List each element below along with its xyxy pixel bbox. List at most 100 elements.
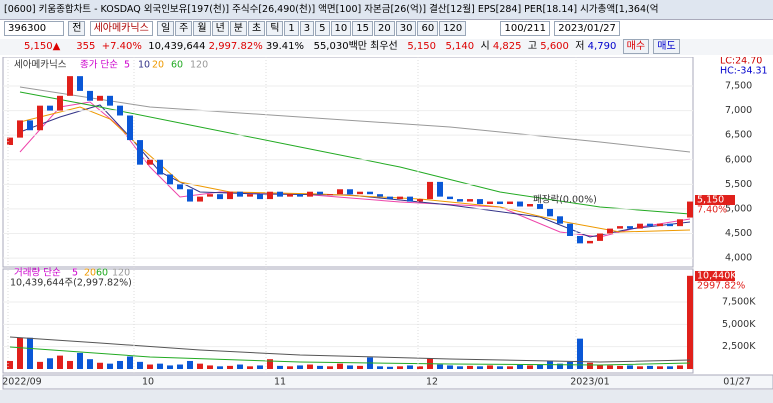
candle (537, 204, 543, 209)
prev[interactable]: 전 (68, 21, 86, 36)
candle (627, 226, 633, 229)
candle (547, 208, 553, 217)
minute-button[interactable]: 10 (330, 21, 352, 36)
y-tick-label: 7,000 (725, 105, 752, 116)
candle (667, 223, 673, 227)
minute-button[interactable]: 30 (395, 21, 417, 36)
scroll-bar (0, 390, 773, 403)
high: 5,600 (540, 41, 569, 52)
volume-bar (467, 365, 473, 369)
period-button[interactable]: 초 (247, 21, 266, 36)
volume-bar (437, 364, 443, 369)
minute-button[interactable]: 3 (299, 21, 315, 36)
y-tick-label: 4,000 (725, 253, 752, 264)
y-tick-label: 5,500 (725, 179, 752, 190)
volume-bar (637, 366, 643, 369)
period-button[interactable]: 월 (193, 21, 211, 36)
low-label: 저 (575, 41, 585, 52)
candle (457, 199, 463, 202)
volume-bar (37, 361, 43, 369)
candle (27, 120, 33, 131)
candle (107, 95, 113, 106)
volume-bar (667, 366, 673, 369)
volume-bar (167, 365, 173, 369)
candle (147, 159, 153, 165)
panel-name: 세아메카닉스 (14, 60, 67, 71)
ma-period: 5 (72, 268, 78, 279)
date-label: 2022/09 (2, 377, 41, 388)
period-button[interactable]: 일 (156, 21, 175, 36)
candle (177, 184, 183, 190)
candle (207, 194, 213, 197)
best-label: 최우선 (370, 41, 398, 52)
candle (407, 196, 413, 202)
candle (417, 199, 423, 202)
volume-bar (27, 337, 33, 369)
period-button[interactable]: 분 (229, 21, 247, 36)
volume-bar (67, 360, 73, 369)
candle (37, 105, 43, 131)
minute-button[interactable]: 1 (284, 21, 299, 36)
candle (637, 223, 643, 229)
volume-bar (317, 365, 323, 369)
minute-button[interactable]: 15 (352, 21, 373, 36)
volume-bar (677, 365, 683, 369)
volume-bar (687, 275, 693, 369)
volume-bar (197, 363, 203, 369)
moving-averages (19, 86, 691, 238)
volume-bar (277, 365, 283, 369)
volume-bar (247, 366, 253, 369)
volume-bar (87, 359, 93, 369)
volume-label: 거래량 단순 (14, 267, 61, 279)
volume-bar (387, 366, 393, 369)
buy-button[interactable]: 매수 (622, 39, 650, 54)
candle (567, 223, 573, 236)
title: [0600] 키움종합차트 - KOSDAQ 외국인보유[197(천)] 주식수… (4, 4, 659, 15)
candle (427, 181, 433, 200)
date[interactable]: 2023/01/27 (554, 21, 620, 36)
candle (437, 181, 443, 197)
sell-button[interactable]: 매도 (653, 39, 680, 54)
candle (517, 201, 523, 207)
candle (237, 191, 243, 197)
period-button[interactable]: 주 (175, 21, 193, 36)
volume-bar (577, 338, 583, 369)
volume-bar (447, 365, 453, 369)
candle (387, 196, 393, 200)
stock-name[interactable]: 세아메카닉스 (89, 21, 153, 36)
candle (617, 226, 623, 229)
volume: 10,439,644 (148, 41, 206, 52)
code[interactable]: 396300 (4, 21, 64, 36)
minute-button[interactable]: 60 (417, 21, 439, 36)
minute-button[interactable]: 20 (373, 21, 395, 36)
annotation: 폐장락(0.00%) (533, 194, 597, 206)
ask: 5,150 (407, 41, 436, 52)
toolbar: 396300 전 세아메카닉스 일 주 월 년 분 초 틱 1 3 5 10 15 20 30 60 120 … (0, 21, 773, 37)
last-tag: 10,440K (697, 271, 737, 282)
candle (47, 105, 53, 111)
candle (337, 189, 343, 195)
candle (587, 240, 593, 244)
volume-bar (217, 366, 223, 369)
period-button[interactable]: 년 (211, 21, 229, 36)
candle (487, 201, 493, 205)
volume-bar (507, 366, 513, 369)
minute-button[interactable]: 120 (439, 21, 467, 36)
bid: 5,140 (445, 41, 475, 52)
volume-bar (77, 352, 83, 369)
period-button[interactable]: 틱 (266, 21, 284, 36)
minute-button[interactable]: 5 (315, 21, 330, 36)
ma-period: 120 (112, 268, 130, 279)
candle (137, 140, 143, 165)
candle (197, 196, 203, 202)
candle (257, 194, 263, 200)
volume-bar (227, 365, 233, 369)
ma-period: 20 (152, 60, 164, 71)
open: 4,825 (492, 41, 522, 52)
volume-bar (147, 364, 153, 369)
candle (467, 199, 473, 202)
count[interactable]: 100/211 (500, 21, 551, 36)
volume-bar (137, 361, 143, 369)
y-tick-label: 2,500K (722, 341, 756, 352)
candle (217, 194, 223, 200)
